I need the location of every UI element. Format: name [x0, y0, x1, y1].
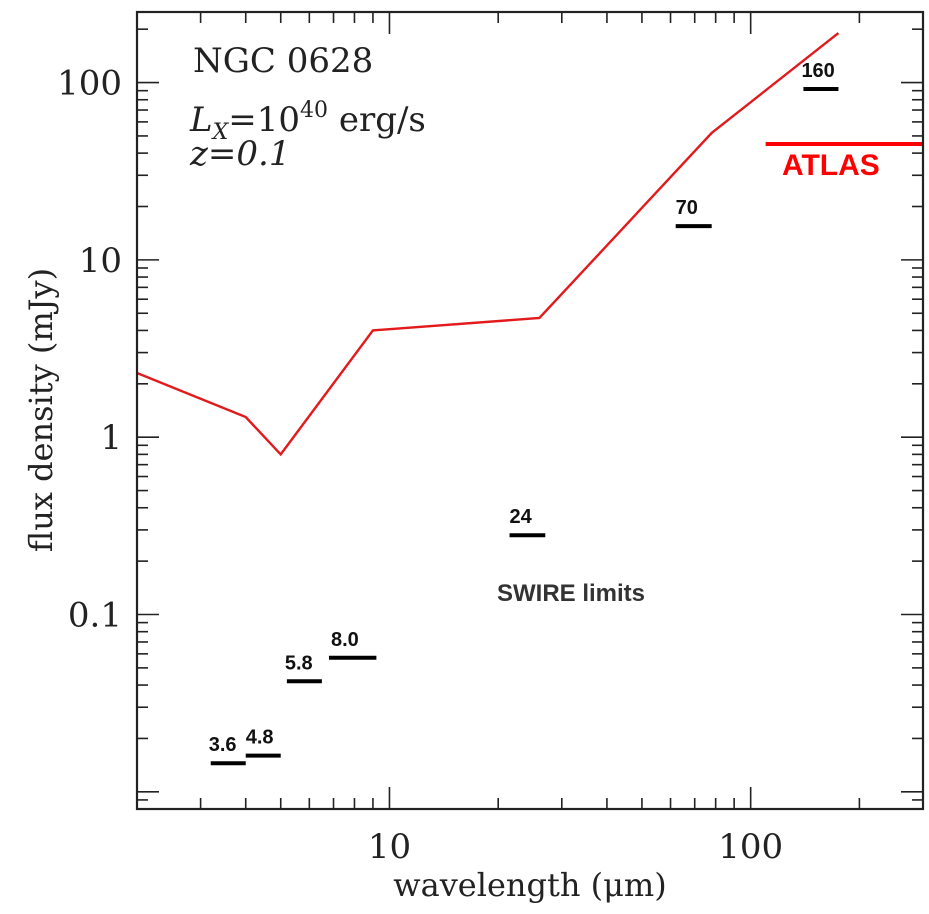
swire-limit-label: 24: [510, 506, 533, 528]
x-tick-label: 10: [368, 827, 411, 867]
object-name: NGC 0628: [193, 41, 373, 81]
luminosity-exponent: 40: [300, 98, 328, 123]
y-tick-label: 1: [100, 418, 122, 458]
swire-limits-label: SWIRE limits: [497, 580, 645, 607]
swire-limit-label: 5.8: [285, 652, 313, 674]
luminosity-prefix: L: [189, 100, 213, 140]
luminosity-annotation: LX=1040 erg/s: [189, 98, 426, 145]
axis-tick-labels: 10 100 0.1 1 10 100: [57, 64, 783, 867]
x-tick-label: 100: [718, 827, 783, 867]
x-axis-label: wavelength (μm): [393, 866, 667, 904]
swire-limit-label: 70: [676, 197, 698, 219]
y-tick-label: 10: [79, 241, 122, 281]
swire-limits-layer: 3.6 4.8 5.8 8.0 24 70 160: [209, 60, 839, 766]
model-curve: [136, 32, 840, 457]
y-tick-label: 0.1: [68, 596, 122, 636]
atlas-label: ATLAS: [782, 149, 880, 182]
swire-limit-label: 160: [801, 60, 834, 82]
swire-limit-label: 4.8: [246, 727, 274, 749]
luminosity-equals: =10: [228, 100, 300, 140]
luminosity-unit: erg/s: [328, 100, 426, 140]
swire-limit-label: 8.0: [331, 629, 359, 651]
model-curve-layer: [136, 32, 840, 457]
plot-frame: [135, 10, 925, 811]
y-tick-label: 100: [57, 64, 122, 104]
swire-limit-label: 3.6: [209, 734, 237, 756]
luminosity-subscript: X: [211, 120, 230, 145]
redshift-annotation: z=0.1: [189, 134, 290, 174]
y-axis-label: flux density (mJy): [22, 268, 60, 552]
